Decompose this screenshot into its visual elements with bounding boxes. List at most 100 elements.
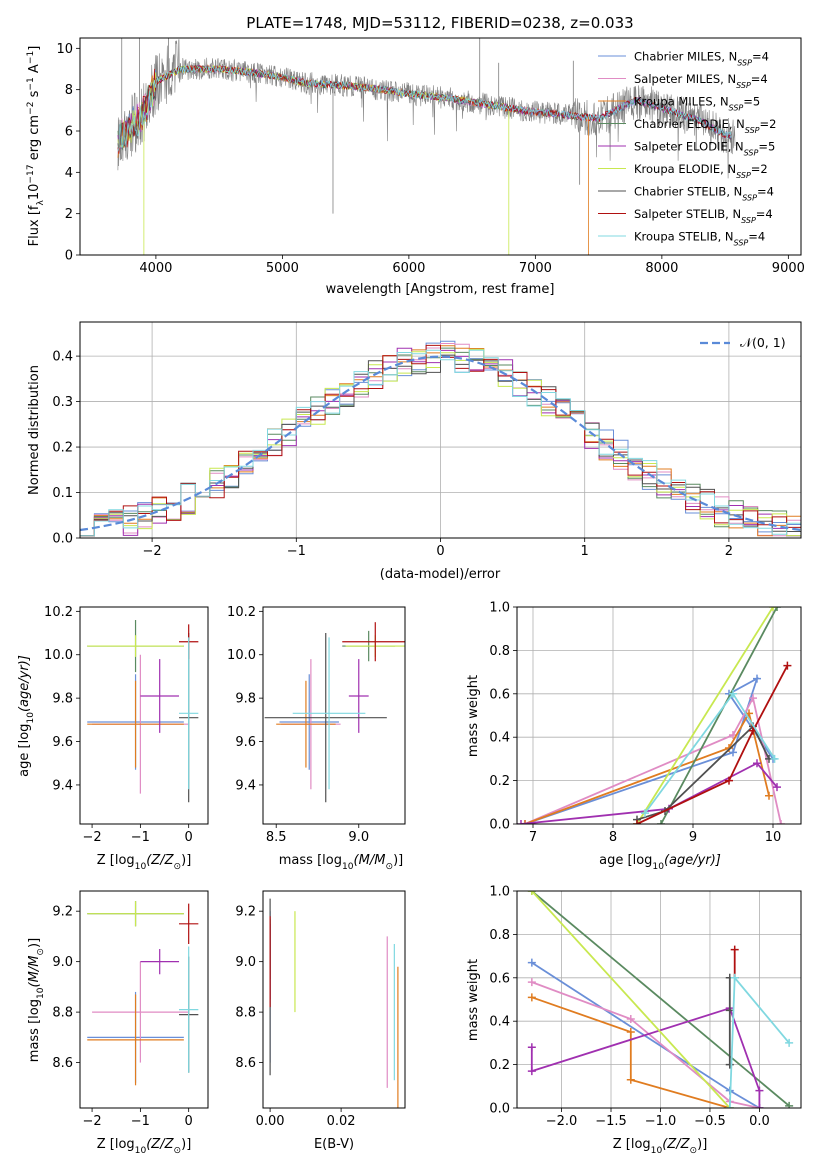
weight-marker: [633, 820, 641, 824]
age-vs-z-axes: −2 −1 0 9.4 9.6 9.8 10.0 10.2: [44, 605, 193, 845]
x-tick-label: 1: [581, 544, 589, 559]
age-vs-z-points: [87, 620, 199, 803]
histogram-xlabel: (data-model)/error: [380, 567, 501, 582]
histogram-ylabel: Normed distribution: [27, 365, 42, 495]
y-tick-label: 8.8: [235, 1006, 256, 1021]
weight-vs-z-ylabel: mass weight: [466, 959, 481, 1041]
legend-label: Chabrier ELODIE, NSSP=2: [634, 117, 776, 135]
legend-label: Salpeter STELIB, NSSP=4: [634, 207, 773, 225]
x-tick-label: 4000: [139, 261, 172, 276]
y-tick-label: 0.4: [489, 731, 510, 746]
y-tick-label: 8: [65, 83, 73, 98]
weight-marker: [521, 820, 529, 824]
x-tick-label: −1: [131, 830, 150, 845]
weight-marker: [773, 607, 781, 611]
legend-label: Kroupa ELODIE, NSSP=2: [634, 162, 768, 180]
y-tick-label: 9.4: [52, 778, 73, 793]
weight-marker: [785, 1038, 794, 1047]
x-tick-label: −1: [131, 1114, 150, 1129]
x-tick-label: −1.0: [645, 1114, 677, 1129]
y-tick-label: 0.1: [52, 486, 73, 501]
age-vs-z-frame: [79, 606, 209, 825]
weight-vs-age-xlabel: age [log10(age/yr)]: [599, 853, 721, 872]
x-tick-label: 0.0: [749, 1114, 770, 1129]
y-tick-label: 8.6: [235, 1056, 256, 1071]
x-tick-label: 0: [436, 544, 444, 559]
spectrum-lines: [117, 38, 736, 255]
y-tick-label: 9.6: [52, 735, 73, 750]
x-tick-label: 9: [689, 830, 697, 845]
y-tick-label: 9.2: [52, 905, 73, 920]
y-tick-label: 0.3: [52, 395, 73, 410]
weight-vs-age-ylabel: mass weight: [466, 675, 481, 757]
weight-series: [531, 891, 790, 1107]
y-tick-label: 4: [65, 166, 73, 181]
weight-series: [636, 607, 774, 824]
mass-vs-ebv-xlabel: E(B-V): [314, 1137, 354, 1152]
weight-vs-z-lines: [527, 891, 794, 1108]
x-tick-label: 9000: [772, 261, 805, 276]
figure-title: PLATE=1748, MJD=53112, FIBERID=0238, z=0…: [246, 14, 633, 32]
x-tick-label: −1: [287, 544, 306, 559]
x-tick-label: 2: [725, 544, 733, 559]
y-tick-label: 10.0: [227, 648, 256, 663]
x-tick-label: 9.0: [348, 830, 369, 845]
y-tick-label: 9.2: [235, 905, 256, 920]
weight-marker: [770, 754, 779, 763]
model-spectrum: [117, 64, 732, 152]
y-tick-label: 10.2: [227, 605, 256, 620]
residual-histogram: [80, 349, 801, 537]
y-tick-label: 0: [65, 249, 73, 264]
mass-vs-ebv-frame: [262, 890, 406, 1109]
weight-marker: [755, 1086, 764, 1095]
x-tick-label: 0: [185, 1114, 193, 1129]
weight-marker: [777, 820, 785, 824]
mass-vs-z-axes: −2 −1 0 8.6 8.8 9.0 9.2: [52, 905, 193, 1129]
x-tick-label: 0.02: [327, 1114, 356, 1129]
y-tick-label: 9.6: [235, 735, 256, 750]
x-tick-label: 8000: [645, 261, 678, 276]
spectrum-frame: [79, 37, 802, 256]
age-vs-mass-axes: 8.5 9.0 9.4 9.6 9.8 10.0 10.2: [227, 605, 369, 845]
legend-label: Salpeter ELODIE, NSSP=5: [634, 140, 775, 158]
weight-marker: [626, 1028, 635, 1037]
weight-marker: [725, 1104, 734, 1108]
residuals-axes: −2 −1 0 1 2 0.0 0.1 0.2 0.3 0.4: [52, 322, 801, 559]
spectrum-xlabel: wavelength [Angstrom, rest frame]: [326, 282, 555, 297]
weight-marker: [626, 1075, 635, 1084]
y-tick-label: 9.8: [235, 692, 256, 707]
y-tick-label: 0.0: [489, 1102, 510, 1117]
weight-series: [524, 710, 770, 824]
mass-vs-ebv-points: [269, 898, 399, 1108]
y-tick-label: 0.0: [52, 532, 73, 547]
weight-series: [524, 676, 774, 824]
legend-label: Salpeter MILES, NSSP=4: [634, 72, 768, 90]
weight-vs-age-frame: [516, 606, 802, 825]
x-tick-label: −1.5: [595, 1114, 627, 1129]
x-tick-label: 0.00: [256, 1114, 285, 1129]
weight-marker: [641, 809, 649, 818]
x-tick-label: 6000: [392, 261, 425, 276]
mass-vs-z-frame: [79, 890, 209, 1109]
x-tick-label: 8: [609, 830, 617, 845]
weight-marker: [773, 783, 781, 792]
weight-marker: [725, 776, 733, 785]
y-tick-label: 10.0: [44, 648, 73, 663]
y-tick-label: 9.0: [52, 955, 73, 970]
weight-vs-z-axes: −2.0 −1.5 −1.0 −0.5 0.0 0.0 0.2 0.4 0.6 0.8 1.0: [489, 885, 801, 1129]
y-tick-label: 10.2: [44, 605, 73, 620]
mass-vs-ebv-axes: 0.00 0.02 8.6 8.8 9.0 9.2: [235, 905, 355, 1129]
weight-series: [531, 996, 731, 1108]
x-tick-label: −2.0: [546, 1114, 578, 1129]
y-tick-label: 10: [56, 42, 73, 57]
weight-series: [524, 695, 782, 824]
histogram-frame: [79, 321, 802, 539]
legend-label: Chabrier MILES, NSSP=4: [634, 50, 769, 68]
age-vs-mass-frame: [262, 606, 406, 825]
y-tick-label: 0.2: [52, 441, 73, 456]
x-tick-label: 7: [529, 830, 537, 845]
weight-series: [660, 607, 778, 824]
mass-vs-z-points: [87, 901, 199, 1086]
weight-marker: [730, 973, 739, 982]
